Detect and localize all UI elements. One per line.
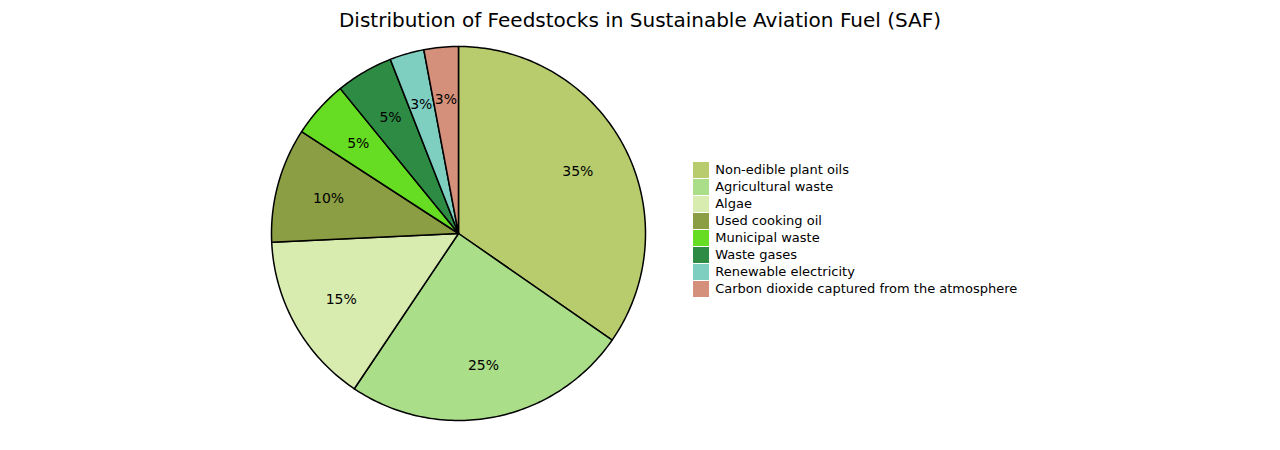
- html-text:Used cooking oil: Used cooking oil: [715, 213, 822, 229]
- html-text:Waste gases: Waste gases: [715, 247, 797, 263]
- html-text:Agricultural waste: Agricultural waste: [715, 179, 834, 195]
- svg-text:3%: 3%: [435, 91, 457, 107]
- html-text:Carbon dioxide captured from t: Carbon dioxide captured from the atmosph…: [715, 281, 1018, 297]
- svg-text:10%: 10%: [313, 190, 344, 206]
- html-text:Non-edible plant oils: Non-edible plant oils: [715, 162, 849, 178]
- html-text:Renewable electricity: Renewable electricity: [715, 264, 855, 280]
- svg-text:25%: 25%: [468, 357, 499, 373]
- html-text:Algae: Algae: [715, 196, 752, 212]
- html-text:Distribution of Feedstocks in: Distribution of Feedstocks in Sustainabl…: [338, 8, 941, 32]
- svg-text:35%: 35%: [562, 163, 593, 179]
- svg-text:15%: 15%: [325, 291, 356, 307]
- svg-text:5%: 5%: [347, 135, 369, 151]
- html-text:Municipal waste: Municipal waste: [715, 230, 820, 246]
- svg-text:5%: 5%: [379, 109, 401, 125]
- svg-text:3%: 3%: [410, 96, 432, 112]
